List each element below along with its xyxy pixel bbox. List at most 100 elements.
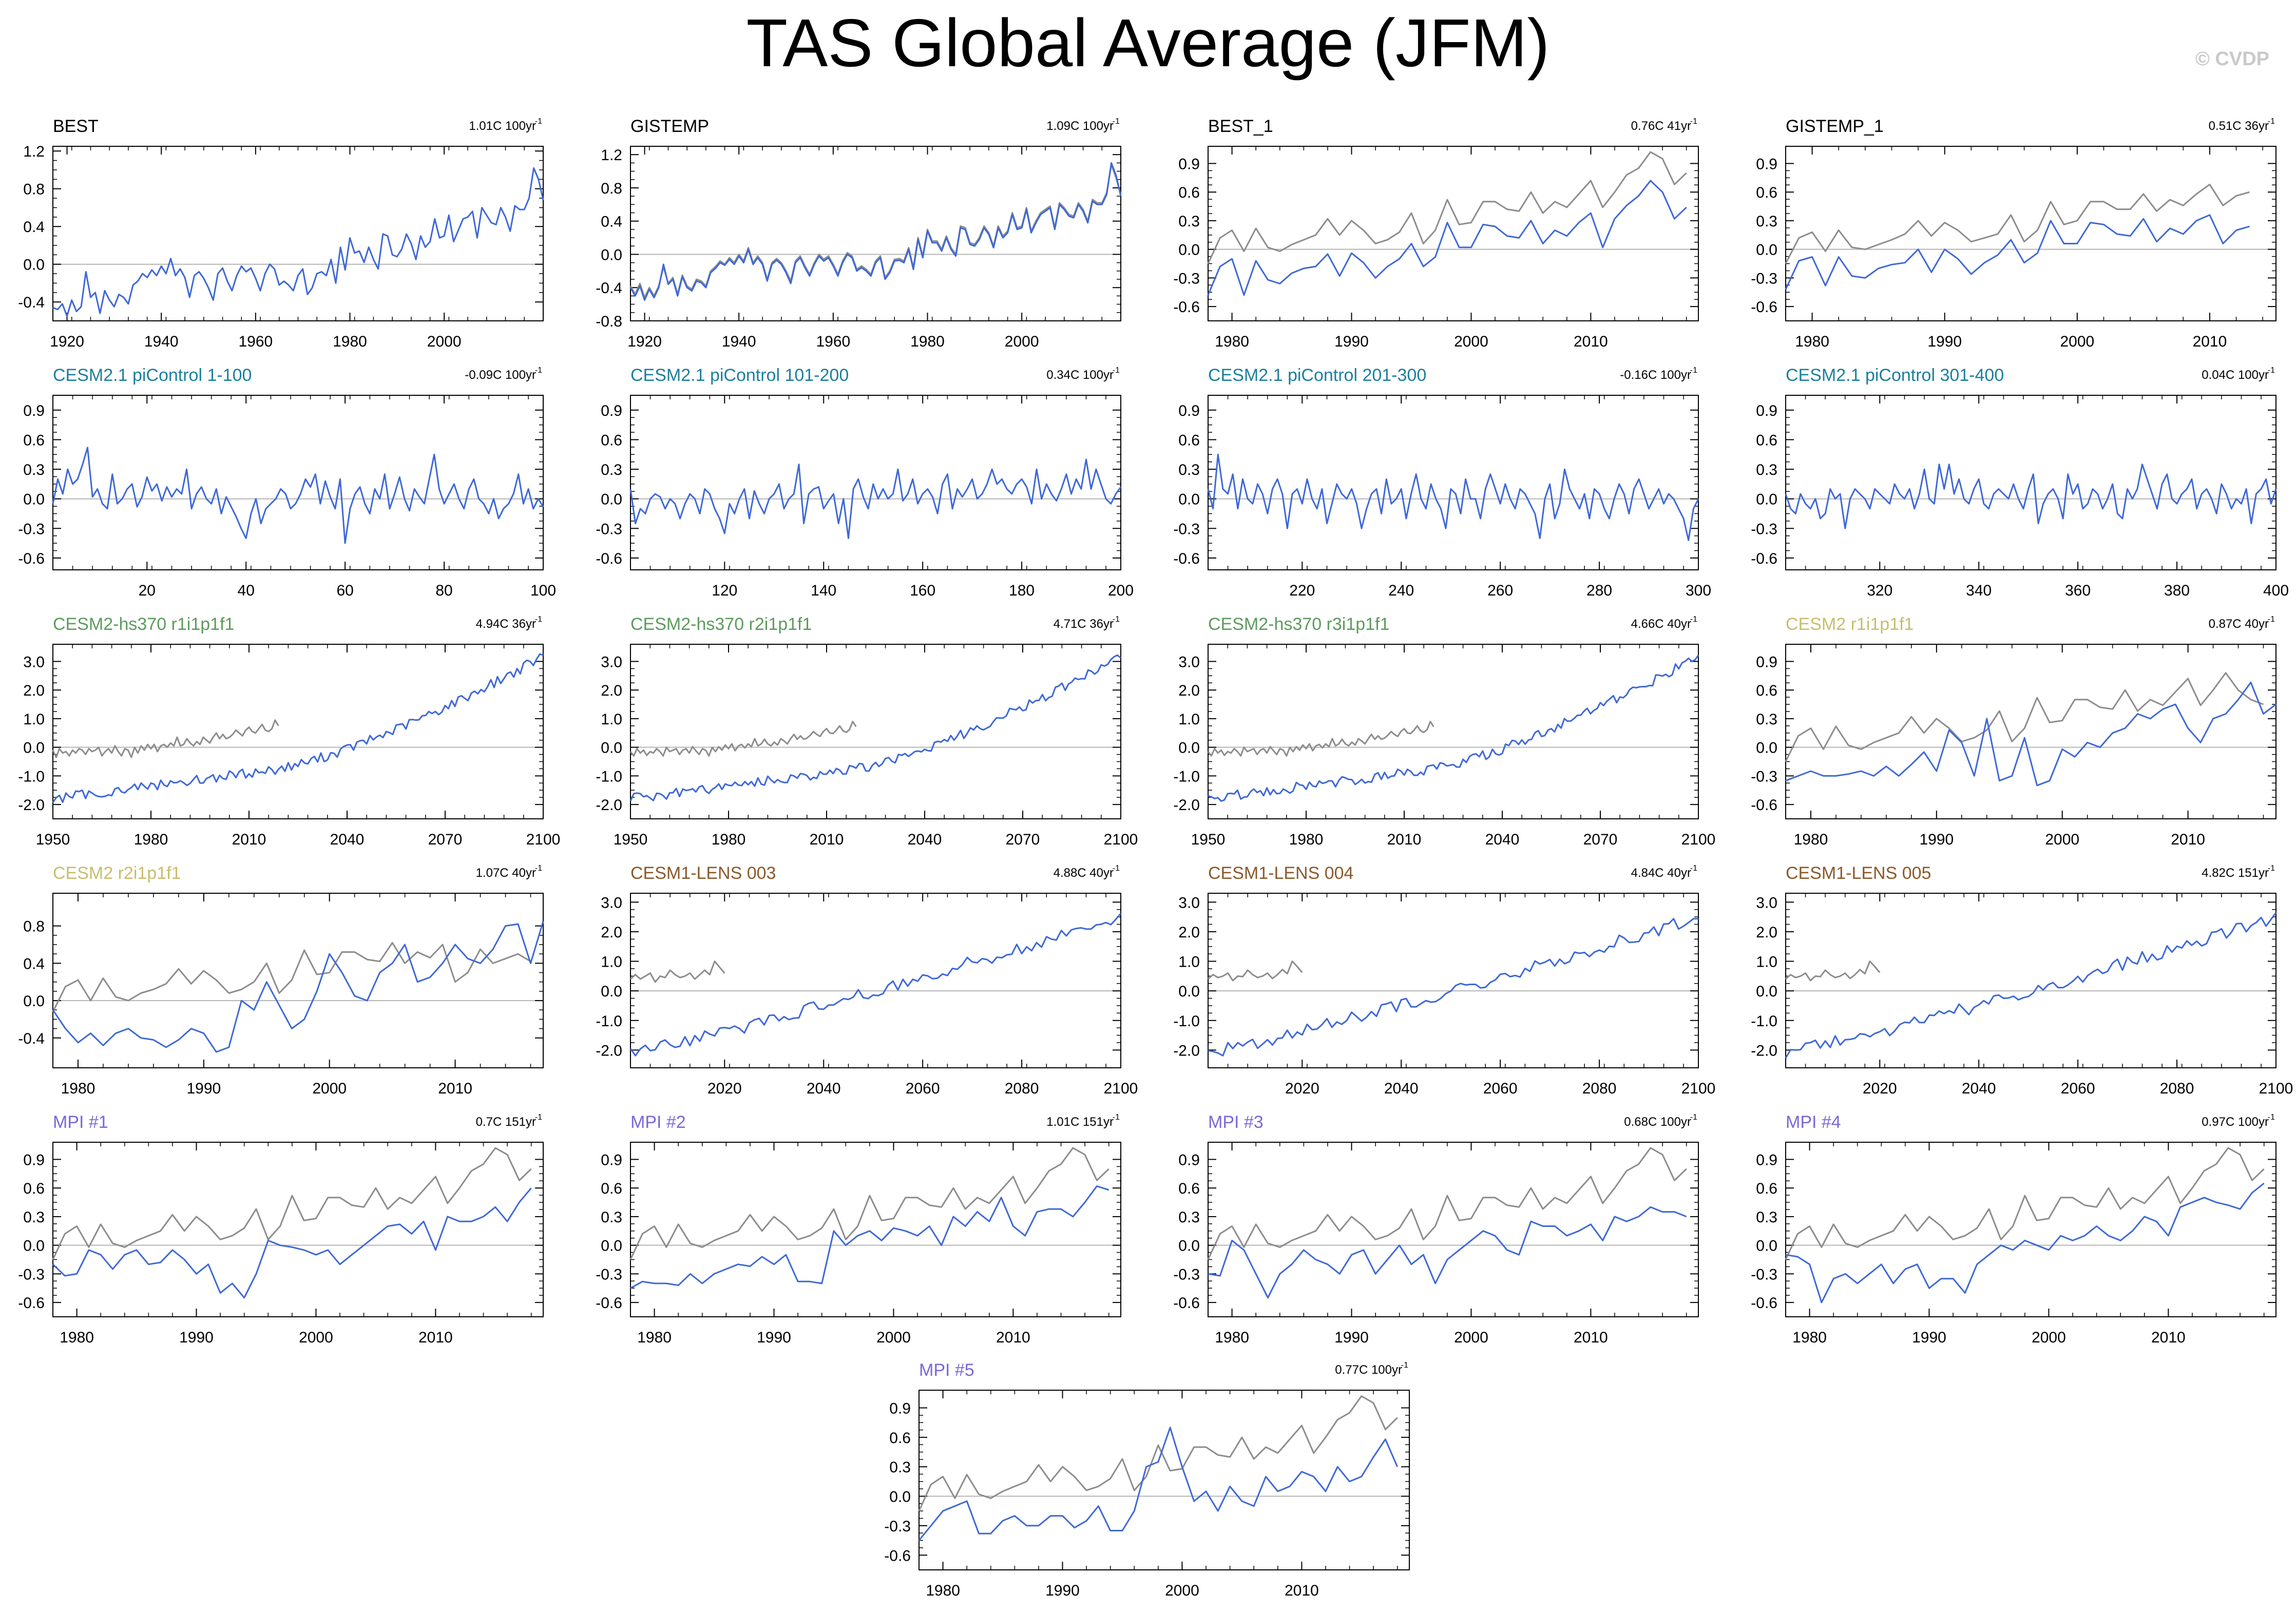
model-series-line (52, 167, 544, 317)
panel-9: -2.0 -1.0 0.0 1.0 2.0 3.0 1950 1980 2010 2040 2070… (596, 615, 1138, 848)
trend-label: 4.66C 40yr (1631, 617, 1691, 631)
panel-3: -0.6 -0.3 0.0 0.3 0.6 0.9 1980 1990 2000 2010 GIST… (1751, 117, 2276, 350)
y-tick-label: 0.0 (1756, 242, 1777, 259)
trend-label: -0.16C 100yr (1620, 368, 1691, 382)
y-tick-label: 1.0 (601, 954, 622, 971)
x-tick-label: 1990 (757, 1329, 791, 1346)
y-tick-label: -0.8 (596, 313, 622, 330)
trend-superscript: -1 (1690, 864, 1697, 873)
plot-frame (1785, 1142, 2276, 1317)
x-tick-label: 80 (435, 582, 452, 599)
panel-title: MPI #2 (630, 1112, 686, 1132)
panel-14: -2.0 -1.0 0.0 1.0 2.0 3.0 2020 2040 2060 2080 2100… (1173, 863, 1715, 1097)
y-tick-label: -0.6 (1751, 550, 1777, 567)
model-series-line (1785, 912, 2277, 1059)
y-tick-label: 1.0 (23, 711, 45, 728)
x-tick-label: 2100 (1104, 831, 1138, 848)
panel-title: MPI #1 (53, 1112, 108, 1132)
x-tick-label: 2040 (1962, 1080, 1996, 1097)
model-series-line (52, 447, 544, 544)
y-tick-label: -0.3 (1173, 1266, 1200, 1283)
x-tick-label: 2060 (906, 1080, 940, 1097)
trend-label: 0.77C 100yr (1335, 1363, 1402, 1377)
x-tick-label: 2020 (1863, 1080, 1897, 1097)
x-tick-label: 2080 (2160, 1080, 2194, 1097)
y-tick-label: 2.0 (1178, 924, 1200, 941)
x-tick-label: 400 (2263, 582, 2289, 599)
y-tick-label: 0.9 (601, 402, 622, 419)
x-tick-label: 140 (811, 582, 836, 599)
panel-title: CESM2-hs370 r1i1p1f1 (53, 615, 234, 634)
trend-superscript: -1 (1690, 615, 1697, 624)
x-tick-label: 1980 (333, 333, 367, 350)
panel-title: CESM2.1 piControl 201-300 (1208, 366, 1426, 385)
y-tick-label: 0.3 (1756, 213, 1777, 230)
y-tick-label: -0.3 (884, 1518, 911, 1535)
plot-frame (1785, 644, 2276, 819)
x-tick-label: 2000 (1454, 1329, 1488, 1346)
y-tick-label: -0.3 (1173, 521, 1200, 537)
y-tick-label: -0.3 (1751, 768, 1777, 785)
y-tick-label: 0.3 (1178, 213, 1200, 230)
x-tick-label: 1950 (614, 831, 648, 848)
observed-series-line (1785, 183, 2250, 264)
x-tick-label: 60 (336, 582, 353, 599)
y-tick-label: -0.6 (1751, 1295, 1777, 1312)
plot-frame (630, 1142, 1121, 1317)
y-tick-label: -0.6 (596, 1295, 622, 1312)
plot-frame (630, 395, 1121, 570)
trend-label: 0.34C 100yr (1046, 368, 1114, 382)
y-tick-label: 0.0 (1178, 1238, 1200, 1255)
x-tick-label: 320 (1867, 582, 1892, 599)
x-tick-label: 1920 (627, 333, 662, 350)
panel-title: CESM1-LENS 004 (1208, 863, 1353, 883)
panel-6: -0.6 -0.3 0.0 0.3 0.6 0.9 220 240 260 280 300 CESM2… (1173, 366, 1711, 599)
y-tick-label: -0.3 (1173, 270, 1200, 287)
x-tick-label: 280 (1586, 582, 1612, 599)
trend-label: -0.09C 100yr (465, 368, 536, 382)
trend-superscript: -1 (1401, 1361, 1408, 1370)
x-tick-label: 2000 (2060, 333, 2094, 350)
x-tick-label: 1980 (910, 333, 945, 350)
trend-superscript: -1 (1113, 117, 1120, 126)
x-tick-label: 360 (2065, 582, 2091, 599)
x-tick-label: 1990 (1919, 831, 1954, 848)
model-series-line (52, 921, 544, 1053)
x-tick-label: 2010 (1574, 333, 1608, 350)
y-tick-label: 0.6 (1178, 184, 1200, 201)
plot-frame (1208, 146, 1699, 321)
x-tick-label: 2000 (299, 1329, 333, 1346)
y-tick-label: 0.9 (1756, 654, 1777, 670)
y-tick-label: -0.4 (596, 280, 622, 297)
y-tick-label: 0.6 (1178, 1180, 1200, 1197)
x-tick-label: 40 (238, 582, 255, 599)
y-tick-label: -2.0 (596, 1042, 622, 1059)
y-tick-label: 0.0 (1178, 491, 1200, 508)
y-tick-label: 0.6 (889, 1430, 911, 1447)
y-tick-label: -0.6 (1751, 299, 1777, 316)
y-tick-label: -1.0 (1173, 768, 1200, 785)
y-tick-label: 0.3 (601, 1209, 622, 1226)
y-tick-label: 1.0 (601, 711, 622, 728)
trend-label: 1.01C 151yr (1046, 1115, 1114, 1129)
x-tick-label: 2080 (1005, 1080, 1039, 1097)
y-tick-label: 0.0 (1178, 740, 1200, 757)
x-tick-label: 100 (530, 582, 556, 599)
x-tick-label: 1980 (61, 1080, 95, 1097)
panel-15: -2.0 -1.0 0.0 1.0 2.0 3.0 2020 2040 2060 2080 2100… (1751, 863, 2293, 1097)
plot-frame (52, 644, 544, 819)
observed-series-line (52, 942, 531, 1012)
x-tick-label: 2070 (1583, 831, 1618, 848)
x-tick-label: 2040 (908, 831, 942, 848)
y-tick-label: 0.0 (601, 1238, 622, 1255)
panel-title: GISTEMP (630, 117, 709, 136)
y-tick-label: 0.6 (23, 1180, 45, 1197)
x-tick-label: 1940 (722, 333, 756, 350)
x-tick-label: 1990 (1334, 1329, 1369, 1346)
panel-title: BEST (53, 117, 99, 136)
trend-superscript: -1 (1113, 366, 1120, 375)
plot-frame (52, 146, 544, 321)
y-tick-label: 2.0 (601, 682, 622, 699)
y-tick-label: 0.0 (1756, 491, 1777, 508)
x-tick-label: 2000 (1165, 1582, 1199, 1599)
